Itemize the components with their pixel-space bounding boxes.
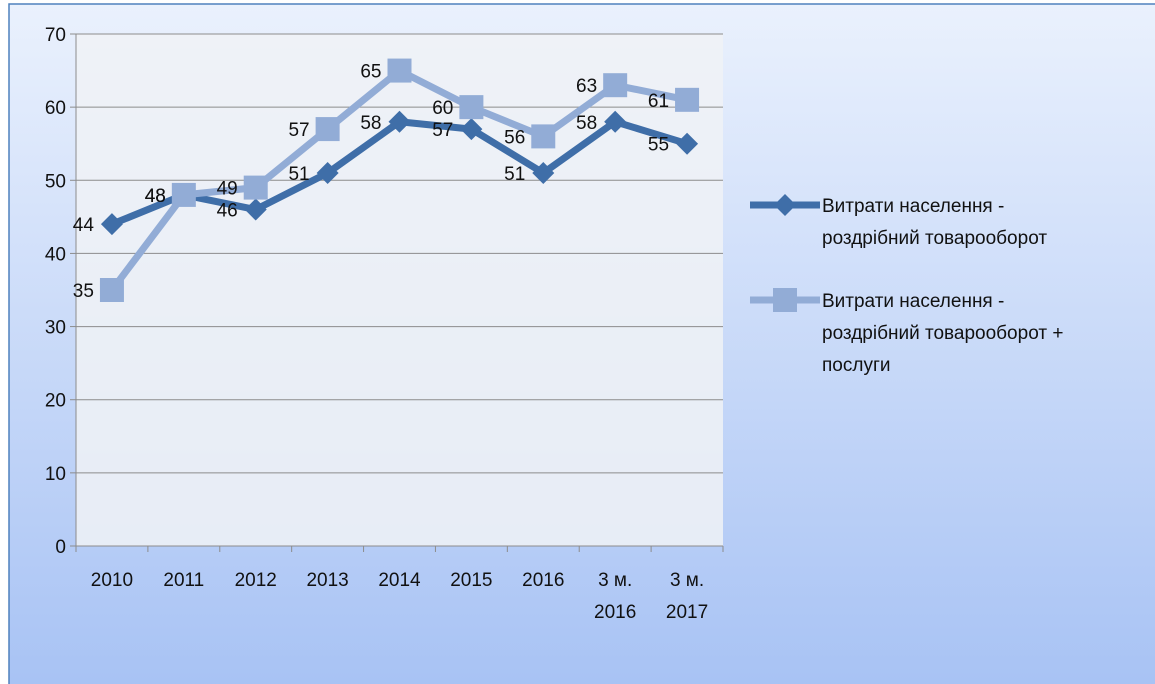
legend-label: Витрати населення -роздрібний товарообор… xyxy=(822,196,1047,249)
point xyxy=(99,278,124,302)
data-label: 51 xyxy=(288,164,309,185)
data-label: 44 xyxy=(73,215,95,236)
data-label: 58 xyxy=(360,113,381,134)
y-tick-label: 70 xyxy=(45,25,66,46)
data-label: 60 xyxy=(432,98,453,119)
y-tick-label: 10 xyxy=(45,464,66,485)
point xyxy=(315,117,340,142)
legend-label: Витрати населення -роздрібний товарообор… xyxy=(822,291,1063,376)
point xyxy=(171,182,196,207)
y-tick-label: 20 xyxy=(45,391,66,412)
data-label: 58 xyxy=(576,113,597,134)
point xyxy=(676,132,699,155)
point xyxy=(243,175,268,200)
y-tick-label: 60 xyxy=(45,98,66,119)
data-label: 61 xyxy=(648,91,669,112)
point xyxy=(388,110,411,133)
point xyxy=(675,87,700,112)
point xyxy=(100,213,123,236)
point xyxy=(244,198,267,221)
point xyxy=(532,161,555,184)
point xyxy=(387,58,412,83)
series: 35 48 49 57 65 60 56 63 61 xyxy=(73,58,700,302)
data-label: 51 xyxy=(504,164,525,185)
x-tick-label: 2013 xyxy=(306,570,348,591)
x-tick-label: 2010 xyxy=(91,570,133,591)
x-tick-label: 2015 xyxy=(450,570,492,591)
legend-marker xyxy=(774,194,796,216)
x-tick-label: 3 м. 2017 xyxy=(666,570,708,623)
data-label: 48 xyxy=(145,186,166,207)
point xyxy=(531,124,556,149)
data-label: 56 xyxy=(504,127,525,148)
data-label: 63 xyxy=(576,76,597,97)
y-tick-label: 50 xyxy=(45,171,66,192)
data-label: 48 xyxy=(145,186,166,207)
point xyxy=(459,95,484,120)
x-tick-label: 2011 xyxy=(163,570,204,591)
data-label: 65 xyxy=(360,62,381,83)
x-tick-label: 2012 xyxy=(235,570,277,591)
legend-marker xyxy=(773,288,797,312)
data-label: 57 xyxy=(288,120,309,141)
x-tick-label: 2014 xyxy=(378,570,421,591)
data-label: 35 xyxy=(73,281,94,302)
x-tick-label: 2016 xyxy=(522,570,564,591)
x-tick-label: 3 м. 2016 xyxy=(594,570,636,623)
data-label: 49 xyxy=(217,179,238,200)
y-tick-label: 30 xyxy=(45,318,66,339)
point xyxy=(316,161,339,184)
point xyxy=(603,73,628,98)
y-tick-label: 40 xyxy=(45,244,66,265)
y-tick-label: 0 xyxy=(55,537,66,558)
point xyxy=(604,110,627,133)
data-label: 57 xyxy=(432,120,453,141)
point xyxy=(460,118,483,141)
data-label: 46 xyxy=(217,201,238,222)
data-label: 55 xyxy=(648,135,669,156)
